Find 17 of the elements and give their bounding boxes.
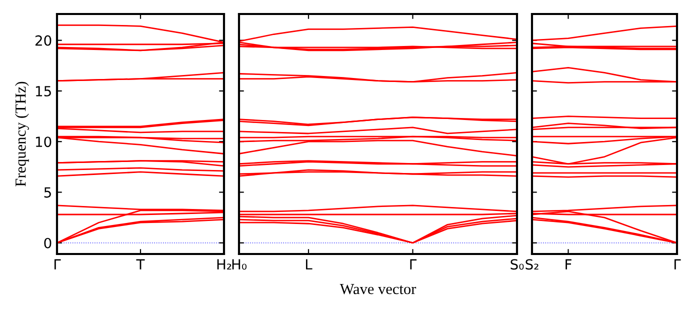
y-tick-label: 15 bbox=[36, 86, 51, 96]
x-tick-label: Γ bbox=[54, 259, 61, 270]
x-tick-label: Γ bbox=[410, 259, 417, 270]
y-tick-label: 0 bbox=[44, 238, 52, 248]
x-tick-label: F bbox=[566, 259, 572, 270]
y-tick-label: 20 bbox=[35, 35, 52, 46]
x-tick-label: Γ bbox=[674, 259, 681, 270]
x-tick-label: H₂ bbox=[217, 259, 232, 270]
x-tick-label: L bbox=[306, 259, 312, 270]
x-tick-label: S₀ bbox=[510, 259, 524, 270]
x-tick-label: H₀ bbox=[232, 259, 247, 270]
x-tick-label: T bbox=[136, 259, 145, 270]
y-tick-label: 10 bbox=[36, 136, 52, 148]
y-axis-title: Frequency (THz) bbox=[15, 82, 29, 186]
y-tick-label: 5 bbox=[44, 187, 51, 198]
x-axis-title: Wave vector bbox=[340, 284, 416, 294]
x-tick-label: S₂ bbox=[526, 259, 538, 270]
